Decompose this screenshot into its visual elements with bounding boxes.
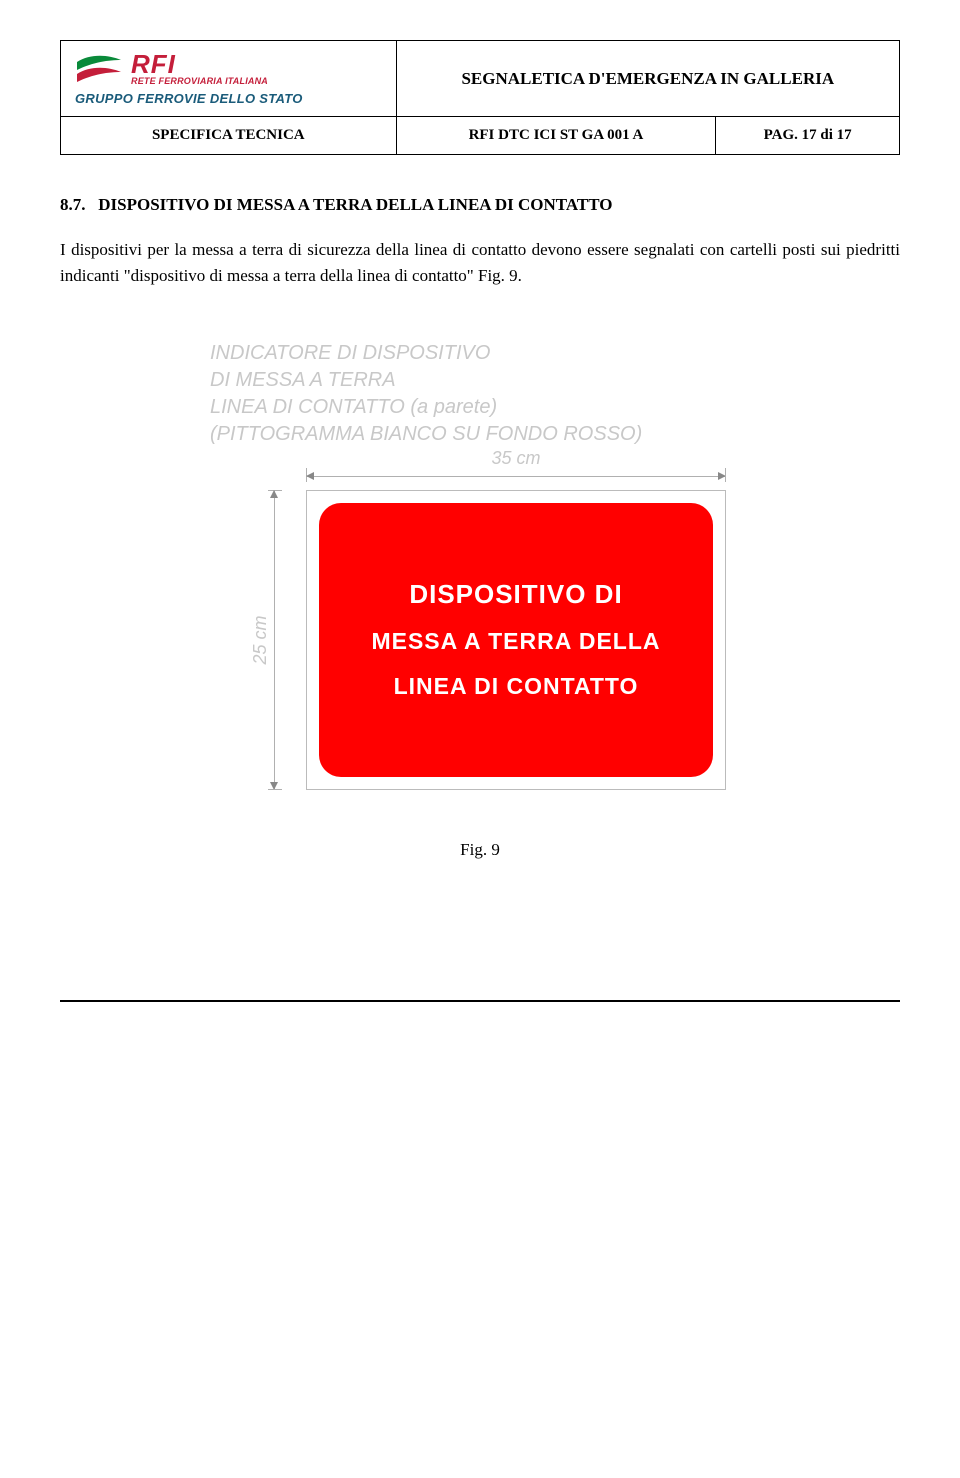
header-docid: RFI DTC ICI ST GA 001 A [396,117,716,155]
header-table: RFI RETE FERROVIARIA ITALIANA GRUPPO FER… [60,40,900,155]
header-page: PAG. 17 di 17 [716,117,900,155]
dimension-width-label: 35 cm [491,448,540,469]
rfi-swoosh-icon [75,52,123,86]
section-title: DISPOSITIVO DI MESSA A TERRA DELLA LINEA… [98,195,612,214]
sign-panel: DISPOSITIVO DI MESSA A TERRA DELLA LINEA… [306,490,726,790]
header-spec: SPECIFICA TECNICA [61,117,397,155]
body-paragraph: I dispositivi per la messa a terra di si… [60,237,900,290]
doc-title: SEGNALETICA D'EMERGENZA IN GALLERIA [396,41,899,117]
dimension-height: 25 cm [234,490,288,790]
sign-text-line: DISPOSITIVO DI [409,579,622,610]
sign-text-line: LINEA DI CONTATTO [394,673,639,700]
logo-gruppo: GRUPPO FERROVIE DELLO STATO [75,91,382,106]
caption-line: (PITTOGRAMMA BIANCO SU FONDO ROSSO) [210,421,642,448]
sign-text-line: MESSA A TERRA DELLA [371,628,660,655]
dimension-height-label: 25 cm [250,615,271,664]
diagram-caption: INDICATORE DI DISPOSITIVO DI MESSA A TER… [210,340,642,448]
section-heading: 8.7. DISPOSITIVO DI MESSA A TERRA DELLA … [60,195,900,215]
footer-rule [60,1000,900,1002]
section-number: 8.7. [60,195,86,214]
logo: RFI RETE FERROVIARIA ITALIANA GRUPPO FER… [75,51,382,106]
logo-rfi: RFI [131,51,268,77]
logo-cell: RFI RETE FERROVIARIA ITALIANA GRUPPO FER… [61,41,397,117]
caption-line: LINEA DI CONTATTO (a parete) [210,394,642,421]
logo-rfi-sub: RETE FERROVIARIA ITALIANA [131,77,268,86]
dimension-width: 35 cm [306,454,726,484]
figure-label: Fig. 9 [460,840,500,860]
diagram: INDICATORE DI DISPOSITIVO DI MESSA A TER… [60,340,900,860]
caption-line: INDICATORE DI DISPOSITIVO [210,340,642,367]
sign-red-area: DISPOSITIVO DI MESSA A TERRA DELLA LINEA… [319,503,713,777]
caption-line: DI MESSA A TERRA [210,367,642,394]
